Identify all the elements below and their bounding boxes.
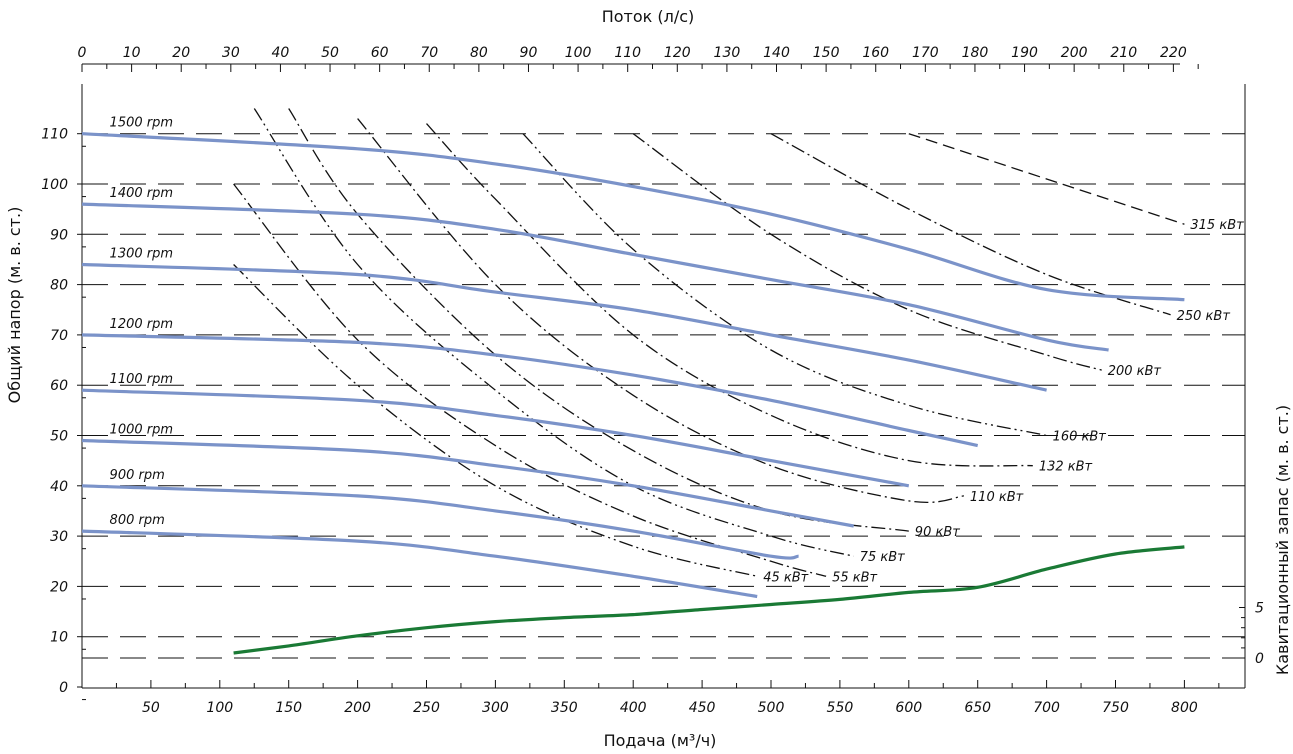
top-tick-label: 10 <box>123 45 141 61</box>
speed-curve-label: 1200 rpm <box>110 317 173 332</box>
power-curve-line <box>253 108 854 557</box>
power-curve-label: 90 кВт <box>915 525 960 540</box>
bottom-tick-label: 800 <box>1171 700 1198 716</box>
left-tick-label: 20 <box>50 579 68 595</box>
power-curve-label: 55 кВт <box>832 570 877 585</box>
bottom-tick-label: 500 <box>758 700 785 716</box>
top-tick-label: 190 <box>1011 45 1038 61</box>
curves <box>81 108 1185 655</box>
top-tick-label: 80 <box>470 45 488 61</box>
left-tick-label: 40 <box>50 479 68 495</box>
power-curve-label: 160 кВт <box>1053 430 1107 445</box>
bottom-tick-label: 150 <box>275 700 302 716</box>
power-curve-line <box>426 123 1033 467</box>
power-curve-line <box>522 133 1047 437</box>
top-tick-label: 220 <box>1160 45 1187 61</box>
power-curve-line <box>357 118 964 503</box>
left-tick-label: 110 <box>41 127 68 143</box>
bottom-tick-label: 700 <box>1033 700 1060 716</box>
left-axis-title: Общий напор (м. в. ст.) <box>5 207 24 404</box>
bottom-tick-label: 50 <box>142 700 160 716</box>
bottom-tick-label: 650 <box>964 700 991 716</box>
left-tick-label: 0 <box>59 680 68 696</box>
left-tick-label: 10 <box>50 630 68 646</box>
left-tick-label: 100 <box>41 177 68 193</box>
curve-labels: 45 кВт 55 кВт 75 кВт 90 кВт 110 кВт 132 кВт 16… <box>110 116 1245 586</box>
top-tick-label: 140 <box>763 45 790 61</box>
npsh-curve-line <box>233 545 1185 655</box>
speed-curve-line <box>81 202 1109 352</box>
speed-curve-line <box>81 333 979 448</box>
speed-curve-line <box>81 529 758 599</box>
power-curve-label: 250 кВт <box>1177 309 1231 324</box>
top-tick-label: 180 <box>962 45 989 61</box>
power-curve-line <box>908 133 1185 225</box>
power-curve-line <box>233 183 827 577</box>
top-tick-label: 210 <box>1110 45 1137 61</box>
speed-curve-label: 800 rpm <box>110 513 165 528</box>
top-tick-label: 200 <box>1061 45 1088 61</box>
bottom-axis-title: Подача (м³/ч) <box>604 731 717 750</box>
power-curve-line <box>233 264 758 577</box>
top-tick-label: 50 <box>321 45 339 61</box>
speed-curve-line <box>81 132 1185 302</box>
bottom-tick-label: 400 <box>620 700 647 716</box>
speed-curve-line <box>81 438 854 528</box>
bottom-tick-label: 250 <box>413 700 440 716</box>
bottom-tick-label: 600 <box>895 700 922 716</box>
speed-curve-label: 900 rpm <box>110 468 165 483</box>
bottom-tick-label: 750 <box>1102 700 1129 716</box>
top-tick-label: 60 <box>371 45 389 61</box>
speed-curve-label: 1100 rpm <box>110 372 173 387</box>
right-axis-title: Кавитационный запас (м. в. ст.) <box>1273 405 1292 675</box>
top-tick-label: 170 <box>912 45 939 61</box>
top-tick-label: 100 <box>565 45 592 61</box>
left-tick-label: 50 <box>50 429 68 445</box>
top-tick-label: 40 <box>272 45 290 61</box>
speed-curve-line <box>81 262 1047 392</box>
bottom-tick-label: 450 <box>689 700 716 716</box>
power-curve-label: 110 кВт <box>970 490 1024 505</box>
left-tick-label: 30 <box>50 529 68 545</box>
top-tick-label: 130 <box>714 45 741 61</box>
right-tick-label: 0 <box>1255 651 1264 667</box>
bottom-tick-label: 200 <box>344 700 371 716</box>
top-tick-label: 150 <box>813 45 840 61</box>
top-tick-label: 70 <box>420 45 438 61</box>
power-curve-label: 75 кВт <box>860 550 905 565</box>
top-tick-label: 20 <box>172 45 190 61</box>
speed-curve-label: 1000 rpm <box>110 423 173 438</box>
bottom-tick-label: 550 <box>827 700 854 716</box>
left-tick-label: 70 <box>50 328 68 344</box>
left-tick-label: 90 <box>50 227 68 243</box>
left-tick-label: 60 <box>50 378 68 394</box>
speed-curve-line <box>81 388 910 488</box>
speed-curve-label: 1300 rpm <box>110 246 173 261</box>
speed-curve-label: 1400 rpm <box>110 186 173 201</box>
speed-curve-line <box>81 484 799 560</box>
power-curve-label: 200 кВт <box>1108 364 1162 379</box>
bottom-tick-label: 350 <box>551 700 578 716</box>
top-tick-label: 120 <box>664 45 691 61</box>
speed-curve-label: 1500 rpm <box>110 116 173 131</box>
top-tick-label: 90 <box>520 45 538 61</box>
top-tick-label: 160 <box>862 45 889 61</box>
top-axis-title: Поток (л/с) <box>602 7 695 26</box>
bottom-tick-label: 300 <box>482 700 509 716</box>
power-curve-label: 315 кВт <box>1190 218 1244 233</box>
top-tick-label: 110 <box>614 45 641 61</box>
top-tick-label: 0 <box>78 45 87 61</box>
bottom-tick-label: 100 <box>206 700 233 716</box>
power-curve-label: 132 кВт <box>1039 460 1093 475</box>
power-curve-label: 45 кВт <box>763 570 808 585</box>
top-tick-label: 30 <box>222 45 240 61</box>
right-tick-label: 5 <box>1255 601 1264 617</box>
left-tick-label: 80 <box>50 278 68 294</box>
power-curve-line <box>770 133 1171 316</box>
